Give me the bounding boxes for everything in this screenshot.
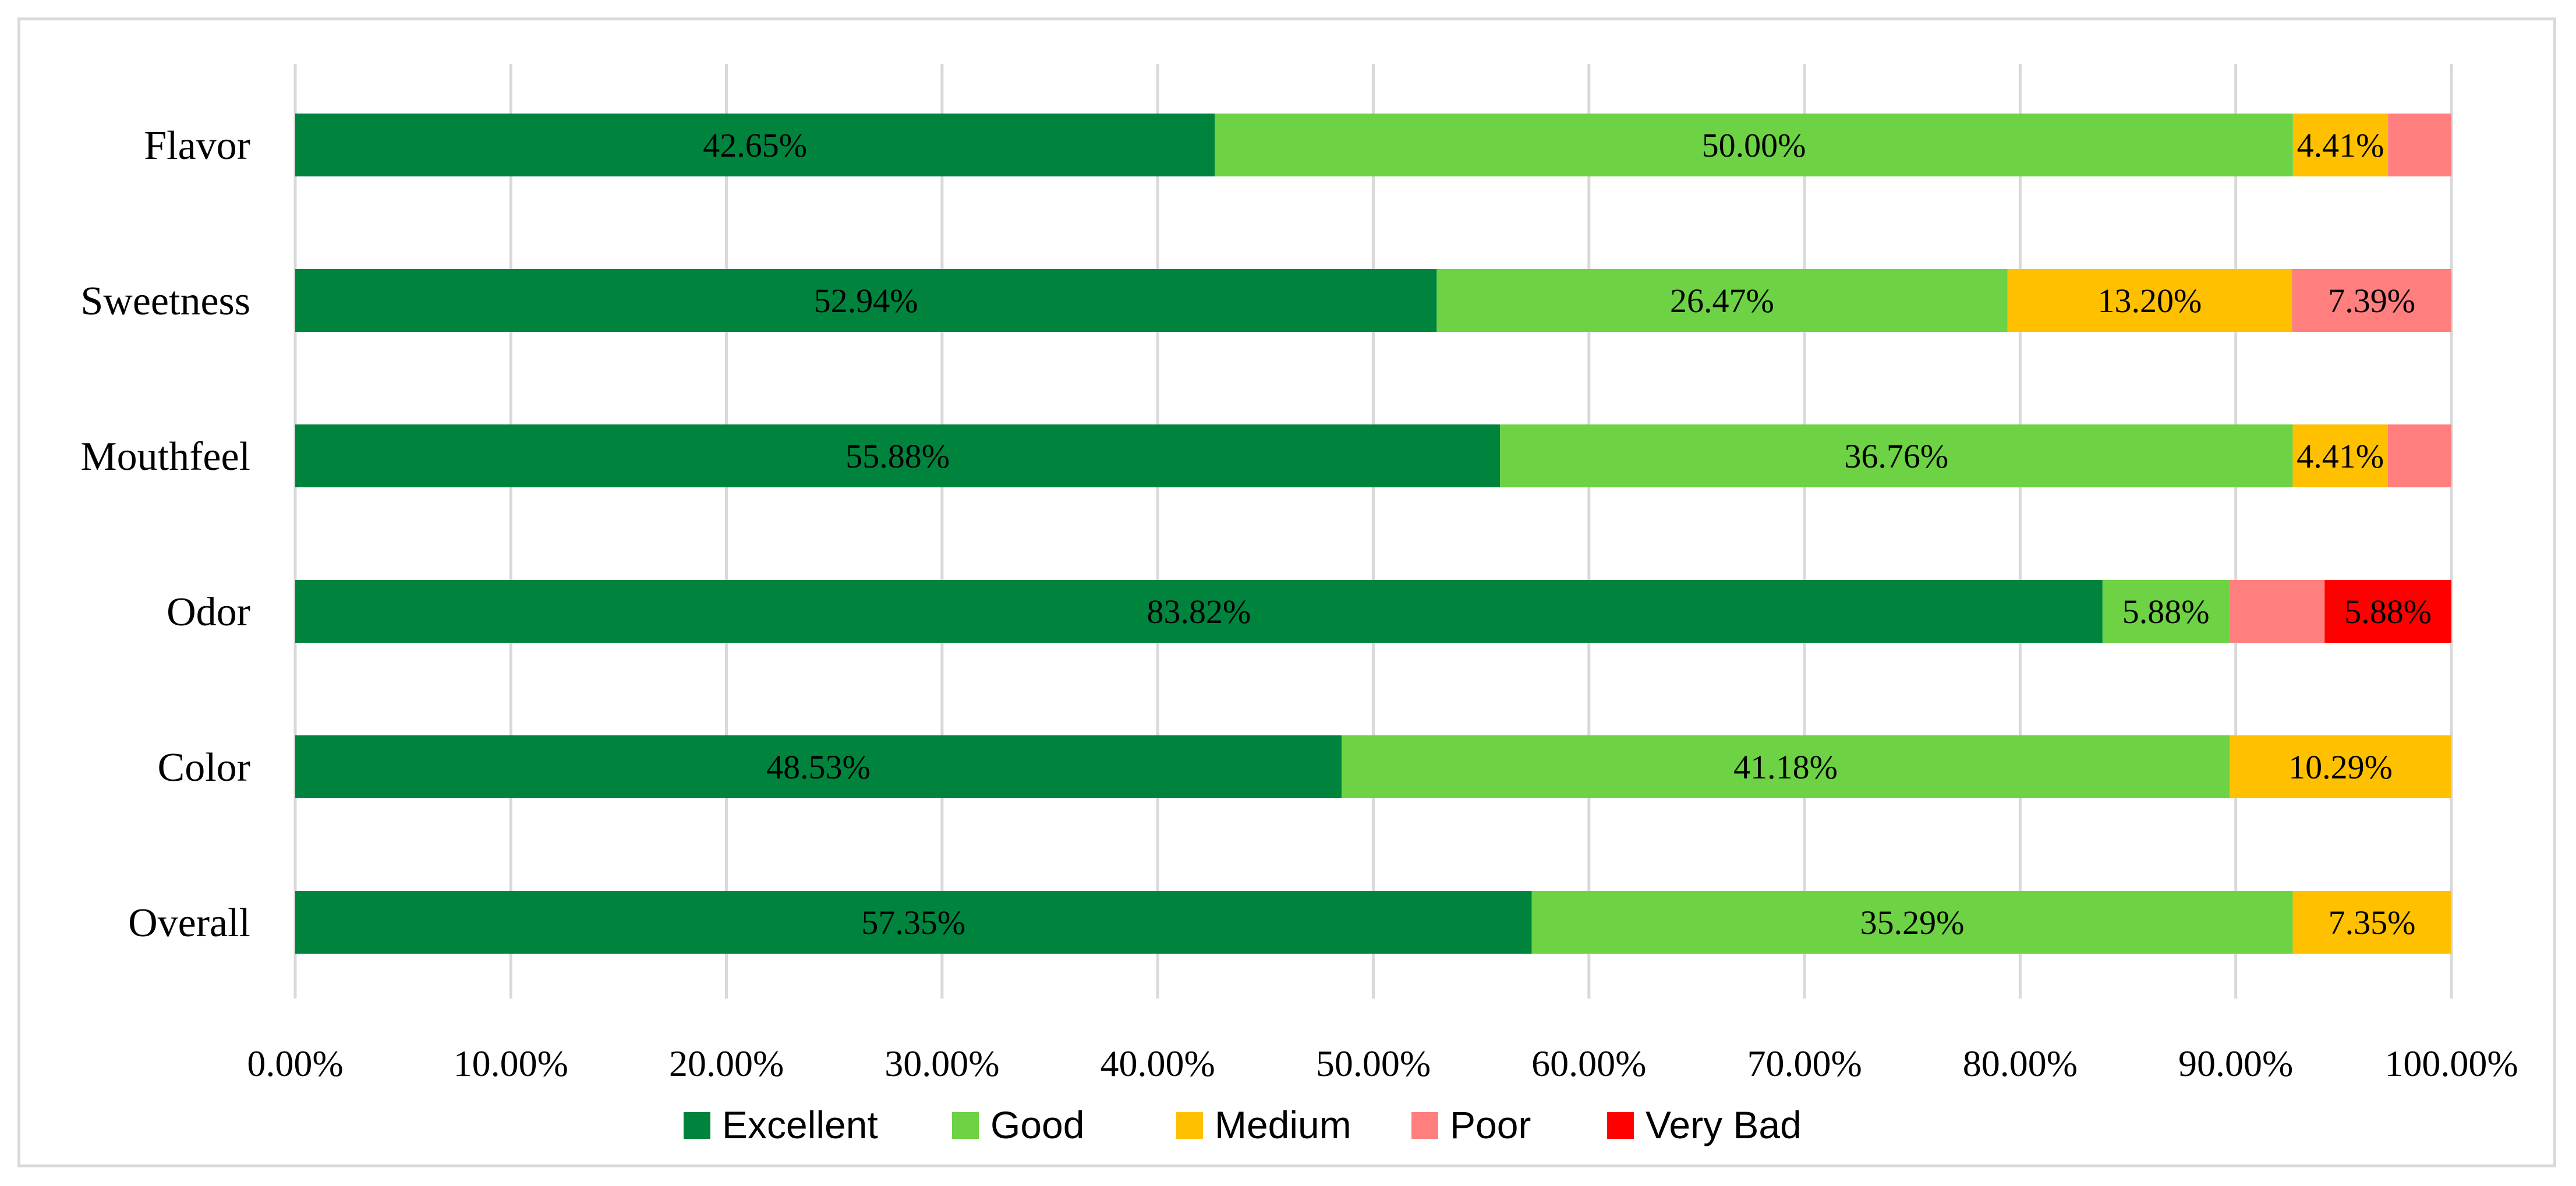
category-label-mouthfeel: Mouthfeel	[80, 434, 250, 479]
x-tick-label: 60.00%	[1531, 1043, 1646, 1084]
data-label-overall-excellent: 57.35%	[861, 904, 965, 941]
bar-segment-sweetness-poor	[2292, 269, 2451, 332]
bar-segment-mouthfeel-excellent	[295, 424, 1501, 487]
category-label-sweetness: Sweetness	[80, 279, 250, 324]
data-label-odor-very-bad: 5.88%	[2344, 593, 2432, 631]
category-label-overall: Overall	[128, 901, 250, 946]
data-label-sweetness-good: 26.47%	[1670, 282, 1774, 320]
x-tick-label: 80.00%	[1963, 1043, 2078, 1084]
data-label-sweetness-excellent: 52.94%	[814, 282, 918, 320]
bar-segment-odor-good	[2102, 580, 2230, 643]
legend-label-very-bad: Very Bad	[1646, 1103, 1802, 1146]
x-axis-tick-labels: 0.00% 10.00% 20.00% 30.00% 40.00% 50.00% 60.00…	[247, 1043, 2518, 1084]
data-label-odor-excellent: 83.82%	[1147, 593, 1251, 631]
data-label-odor-good: 5.88%	[2122, 593, 2210, 631]
bar-segment-mouthfeel-poor	[2387, 424, 2451, 487]
legend-swatch-excellent	[684, 1112, 710, 1139]
data-label-flavor-excellent: 42.65%	[703, 126, 807, 164]
bar-segment-flavor-excellent	[295, 114, 1215, 176]
bars	[295, 114, 2451, 954]
bar-segment-flavor-good	[1215, 114, 2293, 176]
x-tick-label: 40.00%	[1101, 1043, 1215, 1084]
legend-swatch-good	[952, 1112, 979, 1139]
legend[interactable]: Excellent Good Medium Poor Very Bad	[684, 1103, 1802, 1146]
bar-segment-odor-poor	[2229, 580, 2325, 643]
bar-segment-odor-excellent	[295, 580, 2103, 643]
legend-swatch-poor	[1411, 1112, 1438, 1139]
bar-segment-odor-very-bad	[2324, 580, 2451, 643]
category-labels: Flavor Sweetness Mouthfeel Odor Color Overall	[80, 123, 250, 946]
x-tick-label: 30.00%	[884, 1043, 999, 1084]
data-label-mouthfeel-good: 36.76%	[1844, 437, 1948, 475]
bar-segment-color-medium	[2229, 735, 2451, 798]
legend-label-excellent: Excellent	[722, 1103, 878, 1146]
x-tick-label: 10.00%	[454, 1043, 568, 1084]
x-tick-label: 100.00%	[2384, 1043, 2518, 1084]
legend-label-medium: Medium	[1215, 1103, 1351, 1146]
category-label-flavor: Flavor	[144, 123, 250, 168]
category-label-color: Color	[158, 745, 250, 790]
data-label-overall-medium: 7.35%	[2329, 904, 2416, 941]
data-label-mouthfeel-medium: 4.41%	[2297, 437, 2384, 475]
data-label-overall-good: 35.29%	[1860, 904, 1965, 941]
data-label-mouthfeel-excellent: 55.88%	[845, 437, 950, 475]
legend-label-good: Good	[990, 1103, 1084, 1146]
gridlines	[293, 64, 2453, 999]
bar-segment-flavor-medium	[2292, 114, 2389, 176]
data-label-color-medium: 10.29%	[2288, 748, 2393, 786]
bar-segment-mouthfeel-medium	[2292, 424, 2388, 487]
legend-swatch-very-bad	[1607, 1112, 1634, 1139]
bar-segment-flavor-poor	[2388, 114, 2451, 176]
bar-segment-sweetness-good	[1436, 269, 2008, 332]
data-label-sweetness-medium: 13.20%	[2098, 282, 2202, 320]
data-labels: 42.65% 50.00% 4.41% 52.94% 26.47% 13.20% 7.39%…	[703, 126, 2432, 941]
data-label-color-excellent: 48.53%	[766, 748, 871, 786]
data-label-color-good: 41.18%	[1733, 748, 1838, 786]
bar-segment-overall-medium	[2292, 891, 2451, 954]
x-tick-label: 90.00%	[2178, 1043, 2293, 1084]
x-tick-label: 70.00%	[1747, 1043, 1862, 1084]
bar-segment-sweetness-medium	[2007, 269, 2292, 332]
x-tick-label: 20.00%	[669, 1043, 784, 1084]
legend-swatch-medium	[1176, 1112, 1203, 1139]
bar-segment-mouthfeel-good	[1500, 424, 2293, 487]
data-label-flavor-medium: 4.41%	[2297, 126, 2384, 164]
x-tick-label: 0.00%	[247, 1043, 343, 1084]
x-tick-label: 50.00%	[1316, 1043, 1431, 1084]
data-label-flavor-good: 50.00%	[1702, 126, 1806, 164]
bar-segment-color-excellent	[295, 735, 1342, 798]
category-label-odor: Odor	[167, 590, 250, 635]
bar-segment-overall-excellent	[295, 891, 1532, 954]
bar-segment-sweetness-excellent	[295, 269, 1437, 332]
legend-label-poor: Poor	[1450, 1103, 1531, 1146]
data-label-sweetness-poor: 7.39%	[2328, 282, 2415, 320]
bar-segment-color-good	[1342, 735, 2230, 798]
bar-segment-overall-good	[1531, 891, 2293, 954]
